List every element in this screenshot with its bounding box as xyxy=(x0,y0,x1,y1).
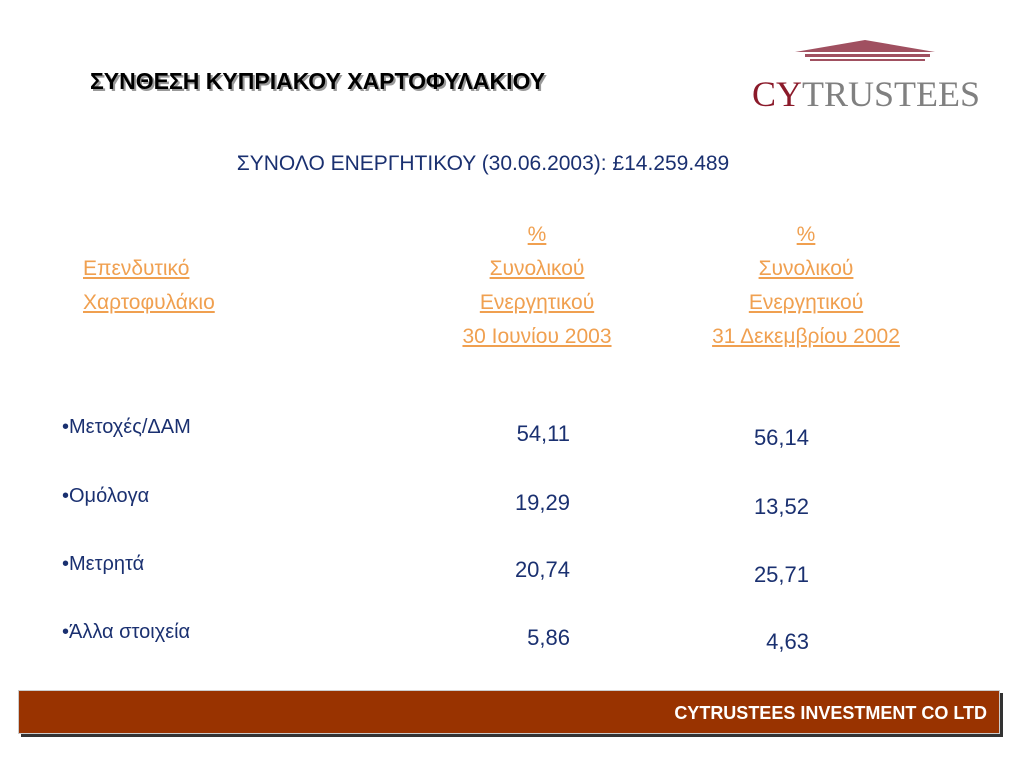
header-line: Συνολικού xyxy=(489,257,585,280)
logo-prefix: CY xyxy=(752,74,802,113)
row-label: •Άλλα στοιχεία xyxy=(62,621,191,643)
logo-roof xyxy=(795,40,935,52)
cell-value: 20,74 xyxy=(514,557,570,582)
logo-text: CYTRUSTEES xyxy=(752,74,980,113)
cell-value: 19,29 xyxy=(514,490,570,515)
header-line: Ενεργητικού xyxy=(479,291,595,314)
row-label: •Μετοχές/ΔΑΜ xyxy=(62,416,191,438)
header-line: 31 Δεκεμβρίου 2002 xyxy=(712,325,900,348)
cell-value: 13,52 xyxy=(753,494,809,519)
column-header: % Συνολικού Ενεργητικού 31 Δεκεμβρίου 2002 xyxy=(676,218,936,354)
header-line: 30 Ιουνίου 2003 xyxy=(462,325,612,348)
logo: CYTRUSTEES xyxy=(752,40,980,113)
column-header: % Συνολικού Ενεργητικού 30 Ιουνίου 2003 xyxy=(437,218,637,354)
header-line: Συνολικού xyxy=(758,257,854,280)
footer-bar: CYTRUSTEES INVESTMENT CO LTD xyxy=(18,690,1000,734)
header-line: % xyxy=(527,223,547,246)
subtitle: ΣΥΝΟΛΟ ΕΝΕΡΓΗΤΙΚΟΥ (30.06.2003): £14.259… xyxy=(236,152,730,175)
logo-beam xyxy=(805,54,930,57)
cell-value: 4,63 xyxy=(766,629,809,654)
header-line: Χαρτοφυλάκιο xyxy=(83,291,215,314)
cell-value: 5,86 xyxy=(527,625,570,650)
cell-value: 25,71 xyxy=(753,562,809,587)
row-label: •Μετρητά xyxy=(62,553,145,575)
header-line: Ενεργητικού xyxy=(748,291,864,314)
column-header: Επενδυτικό Χαρτοφυλάκιο xyxy=(83,252,215,320)
header-line: % xyxy=(796,223,816,246)
row-label: •Ομόλογα xyxy=(62,485,150,507)
cell-value: 56,14 xyxy=(753,425,809,450)
cell-value: 54,11 xyxy=(516,421,570,446)
title: ΣΥΝΘΕΣΗ ΚΥΠΡΙΑΚΟΥ ΧΑΡΤΟΦΥΛΑΚΙΟΥ xyxy=(90,68,546,94)
logo-suffix: TRUSTEES xyxy=(802,74,980,113)
logo-beam xyxy=(810,59,925,61)
footer-text: CYTRUSTEES INVESTMENT CO LTD xyxy=(674,703,987,723)
header-line: Επενδυτικό xyxy=(83,257,190,280)
